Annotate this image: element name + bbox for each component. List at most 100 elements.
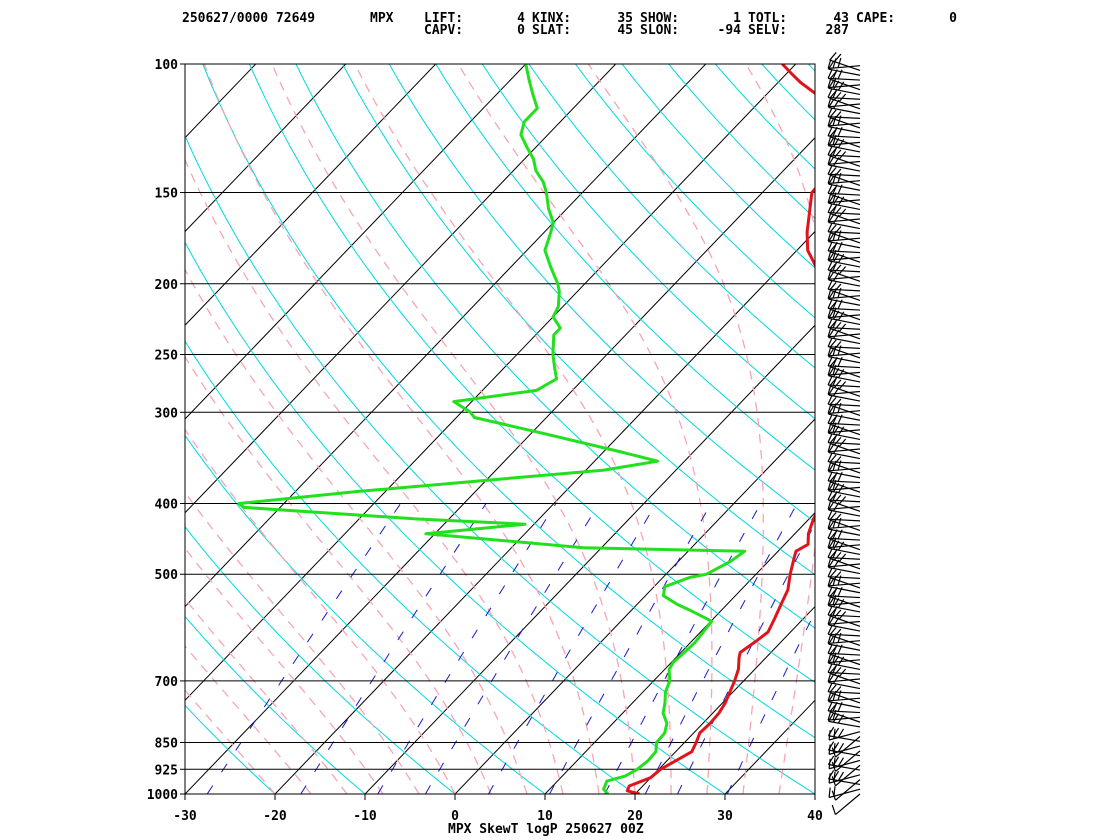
wind-barb <box>828 462 861 479</box>
dry-adiabat-line <box>185 134 815 794</box>
wind-barb-feather <box>827 442 832 452</box>
wind-barb <box>827 624 861 637</box>
show-value: 1 <box>733 11 741 26</box>
wind-barb-feather <box>828 156 835 166</box>
totl-label: TOTL: <box>748 11 788 26</box>
isotherm-line <box>544 512 815 794</box>
dry-adiabat-line <box>185 340 636 794</box>
wind-barb-staff <box>828 720 861 728</box>
wind-barb-feather <box>827 97 832 107</box>
pressure-tick-label: 100 <box>155 58 179 73</box>
wind-barb-feather <box>827 184 833 194</box>
wind-barb-feather <box>827 145 833 156</box>
wind-barb-feather <box>828 558 835 568</box>
wind-barb-feather <box>827 384 832 395</box>
wind-barb-feather <box>827 499 832 510</box>
wind-barb-staff <box>828 576 861 579</box>
dewpoint-profile <box>237 64 747 794</box>
wind-barb-feather <box>834 379 842 388</box>
wind-barb <box>827 212 861 223</box>
isotherm-line <box>0 48 91 810</box>
wind-barb-feather <box>827 69 833 79</box>
dry-adiabat-line <box>185 434 546 794</box>
wind-barb-feather <box>828 137 835 147</box>
dry-adiabat-line <box>185 525 456 794</box>
kinx-label: KINX: <box>532 11 572 26</box>
wind-barb <box>831 793 861 816</box>
wind-barb-staff <box>835 779 861 801</box>
dry-adiabat-line <box>435 64 815 471</box>
wind-barb-feather <box>827 203 833 213</box>
wind-barb-staff <box>828 231 861 234</box>
wind-barb-feather <box>827 633 832 644</box>
wind-barb-feather <box>832 58 837 69</box>
wind-barb-feather <box>828 252 835 262</box>
moist-adiabat-line <box>185 547 384 794</box>
wind-barb-feather <box>827 154 832 165</box>
pressure-tick-label: 300 <box>155 406 179 421</box>
pressure-tick-label: 200 <box>155 278 179 293</box>
wind-barb-feather <box>827 307 832 318</box>
isotherm-line <box>185 64 797 702</box>
wind-barb-feather <box>828 405 835 415</box>
cape-value: 0 <box>949 11 957 26</box>
wind-barb-feather <box>827 116 832 127</box>
dry-adiabat-line <box>185 793 186 794</box>
wind-barb-feather <box>827 260 833 271</box>
pressure-tick-label: 400 <box>155 498 179 513</box>
wind-barb-feather <box>828 482 835 492</box>
pressure-tick-label: 1000 <box>147 788 178 803</box>
wind-barb-staff <box>828 333 861 338</box>
wind-barb-staff <box>828 356 861 364</box>
wind-barb-feather <box>827 529 833 539</box>
pressure-tick-label: 150 <box>155 187 179 202</box>
wind-barb-feather <box>827 672 832 682</box>
wind-barb-feather <box>828 347 835 357</box>
lift-value: 4 <box>517 11 525 26</box>
wind-barb <box>828 60 861 76</box>
wind-barb-feather <box>837 771 845 781</box>
wind-barb <box>827 327 861 338</box>
dry-adiabat-line <box>342 64 815 576</box>
wind-barb <box>827 509 861 522</box>
pressure-tick-label: 700 <box>155 675 179 690</box>
wind-barb-staff <box>828 116 861 119</box>
wind-barb-feather <box>827 327 832 337</box>
wind-barb-feather <box>827 614 832 625</box>
isotherm-line <box>185 64 617 514</box>
wind-barb <box>831 750 861 772</box>
wind-barb-feather <box>827 212 832 222</box>
wind-barb <box>831 736 861 758</box>
isotherm-line <box>454 418 815 794</box>
wind-barb-feather <box>837 57 842 68</box>
wind-barb <box>827 337 861 349</box>
wind-barb-feather <box>837 757 845 767</box>
wind-barb-staff <box>828 413 861 421</box>
wind-barb-feather <box>827 365 832 376</box>
isotherm-line <box>980 48 1120 810</box>
wind-barb <box>828 175 861 191</box>
wind-barb-feather <box>828 539 835 549</box>
moist-adiabat-line <box>271 64 636 794</box>
wind-barb-feather <box>827 682 833 692</box>
header-site: MPX <box>370 11 394 26</box>
wind-barb <box>827 499 861 510</box>
slat-value: 45 <box>617 23 633 38</box>
isotherm-line <box>634 605 815 794</box>
cape-label: CAPE: <box>856 11 896 26</box>
wind-barb-feather <box>827 231 832 242</box>
mixing-ratio-line <box>604 503 762 794</box>
wind-barb <box>828 232 861 249</box>
pressure-tick-label: 850 <box>155 736 179 751</box>
temperature-tick-label: -10 <box>353 809 377 824</box>
wind-barb <box>828 347 861 364</box>
wind-barb-feather <box>828 328 835 338</box>
wind-barb-feather <box>828 773 831 784</box>
wind-barb-staff <box>835 764 861 787</box>
isotherm-line <box>724 699 815 794</box>
wind-barb-feather <box>828 462 835 472</box>
wind-barb-staff <box>828 518 861 522</box>
wind-barb-feather <box>827 222 833 232</box>
wind-barb-feather <box>828 744 831 755</box>
